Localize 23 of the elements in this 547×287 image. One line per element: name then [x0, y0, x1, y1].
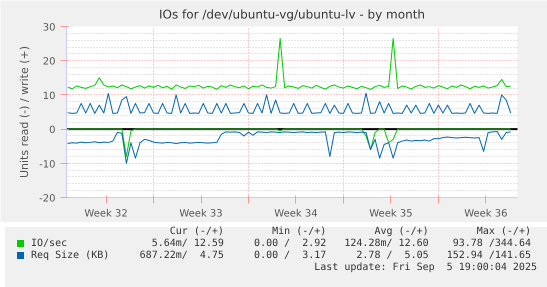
line-series — [67, 92, 512, 114]
chart-title: IOs for /dev/ubuntu-vg/ubuntu-lv - by month — [158, 8, 426, 22]
text: 687.22m/ 4.75 0.00 / 3.17 2.78 / 5.05 152.94 /141.65 — [140, 250, 531, 262]
legend-label: IO/sec — [31, 238, 68, 250]
line-series — [67, 130, 512, 164]
y-tick-label: 20 — [42, 56, 56, 68]
x-tick-label: Week 36 — [464, 208, 508, 220]
line-series — [67, 38, 512, 90]
legend-label: Req Size (KB) — [31, 250, 110, 262]
y-tick-label: 30 — [42, 22, 56, 34]
x-tick-label: Week 32 — [84, 208, 128, 220]
text: 5.64m/ 12.59 0.00 / 2.92 124.28m/ 12.60 93.78 /344.64 — [152, 238, 531, 250]
y-tick-label: 0 — [49, 125, 56, 136]
text: Last update: Fri Sep 5 19:00:04 2025 — [314, 262, 537, 274]
x-tick-label: Week 35 — [369, 208, 413, 220]
y-axis-title: Units read (-) / write (+) — [18, 46, 32, 178]
y-tick-label: 10 — [42, 90, 56, 102]
x-tick-label: Week 33 — [179, 208, 223, 220]
line-series — [67, 128, 512, 157]
y-tick-label: -10 — [39, 159, 56, 170]
x-tick-label: Week 34 — [274, 208, 318, 220]
text: Cur (-/+) Min (-/+) Avg (-/+) Max (-/+) — [170, 226, 531, 238]
y-tick-label: -20 — [39, 194, 56, 204]
